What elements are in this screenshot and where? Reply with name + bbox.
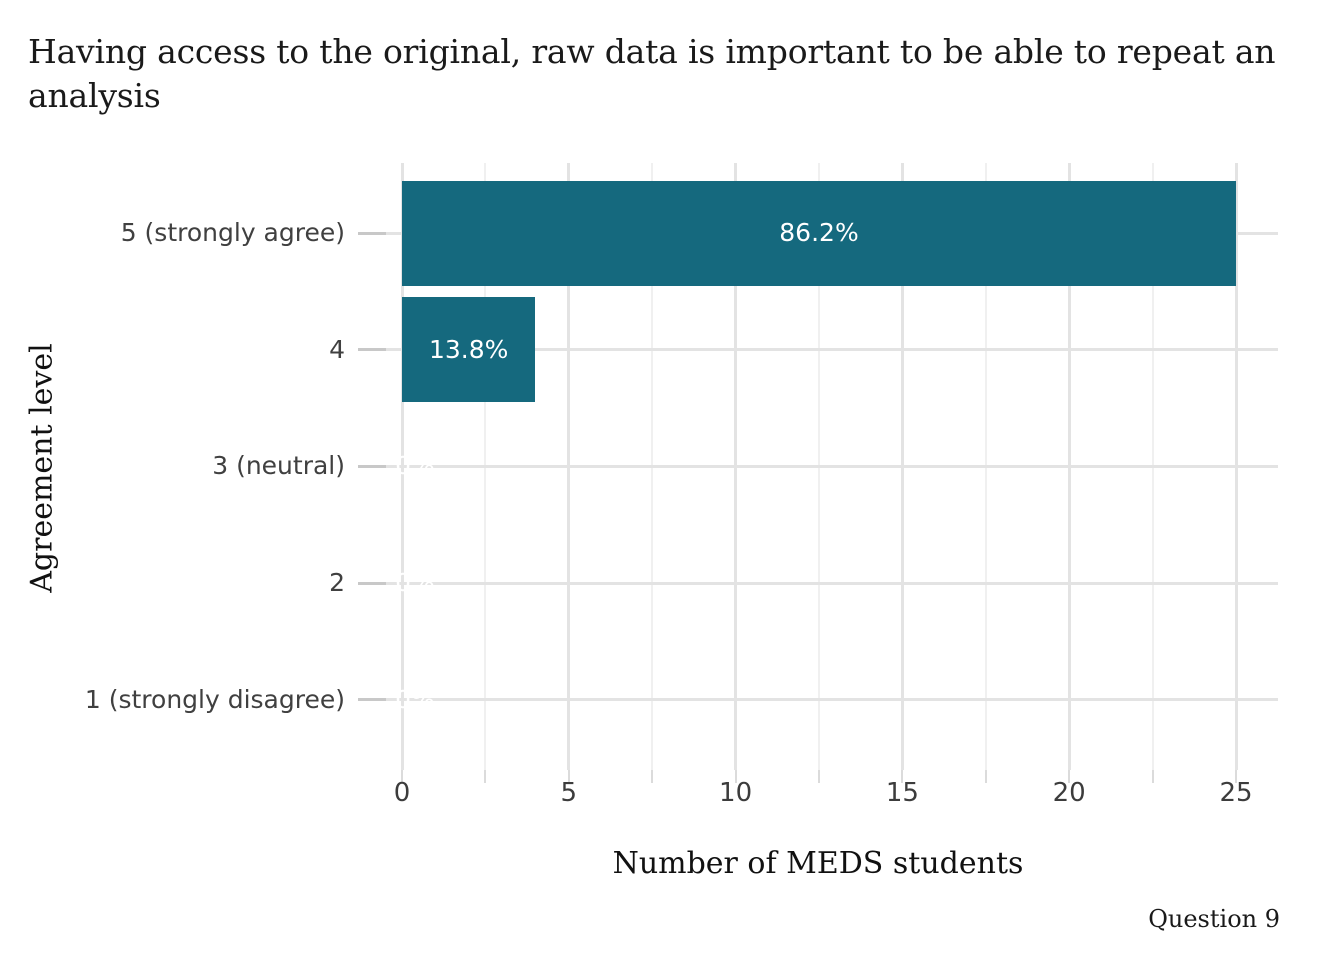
x-axis-tick-label: 25 <box>1219 778 1253 808</box>
x-axis-tick <box>567 770 570 783</box>
x-axis-tick-label: 0 <box>393 778 411 808</box>
zero-value-label: 0% <box>395 451 435 481</box>
x-axis-tick-label: 10 <box>719 778 753 808</box>
y-axis-tick <box>358 231 386 235</box>
x-axis-tick <box>1068 770 1071 783</box>
x-axis-tick-label: 15 <box>885 778 919 808</box>
y-axis-label: 5 (strongly agree) <box>120 218 345 247</box>
y-axis-tick <box>358 581 386 585</box>
y-axis-tick <box>358 348 386 352</box>
chart-title: Having access to the original, raw data … <box>28 32 1276 115</box>
gridline-y-major <box>358 698 1278 702</box>
x-axis-tick <box>734 770 737 783</box>
x-axis-tick <box>818 770 820 783</box>
x-axis-tick-label: 20 <box>1052 778 1086 808</box>
zero-value-label: 0% <box>395 684 435 714</box>
x-axis-tick <box>984 770 987 783</box>
y-axis-tick <box>358 464 386 468</box>
y-axis-tick <box>358 698 386 702</box>
bar <box>402 297 536 403</box>
y-axis-label: 4 <box>329 334 345 364</box>
x-axis-tick <box>1235 770 1237 783</box>
caption: Question 9 <box>1148 905 1280 933</box>
x-axis-tick <box>1151 770 1154 783</box>
x-axis-tick <box>484 770 487 783</box>
x-axis-tick <box>651 770 654 783</box>
x-axis-title: Number of MEDS students <box>612 846 1024 881</box>
gridline-y-major <box>358 581 1278 585</box>
zero-value-label: 0% <box>395 568 435 598</box>
y-axis-label: 2 <box>329 568 345 598</box>
y-axis-label: 3 (neutral) <box>212 451 345 481</box>
bar <box>402 180 1236 286</box>
y-axis-label: 1 (strongly disagree) <box>84 684 345 714</box>
gridline-y-major <box>358 348 1278 352</box>
x-axis-tick <box>401 770 403 783</box>
x-axis-tick <box>901 770 904 783</box>
gridline-y-major <box>358 464 1278 468</box>
x-axis-tick-label: 5 <box>560 778 578 808</box>
bar-value-label: 86.2% <box>779 218 859 247</box>
bar-value-label: 13.8% <box>429 334 509 364</box>
